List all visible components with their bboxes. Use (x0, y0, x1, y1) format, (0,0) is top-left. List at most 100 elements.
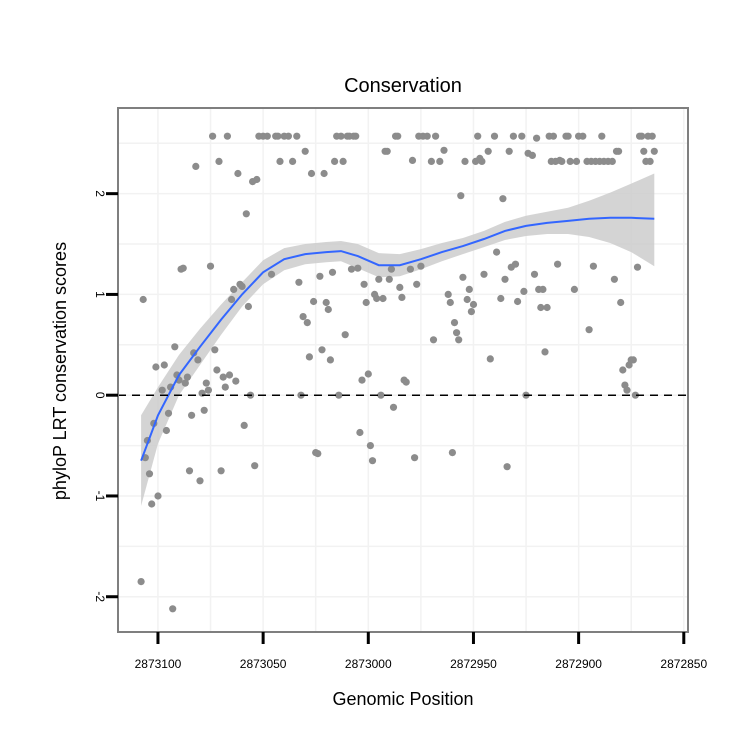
data-point (509, 132, 517, 140)
data-point (154, 492, 162, 500)
x-axis-label: Genomic Position (332, 689, 473, 709)
data-point (499, 195, 507, 203)
data-point (537, 303, 545, 312)
data-point (137, 578, 145, 586)
data-point (377, 391, 385, 399)
data-point (213, 366, 221, 374)
data-point (610, 275, 619, 283)
data-point (339, 157, 347, 165)
data-point (598, 132, 606, 140)
data-point (326, 356, 334, 364)
data-point (219, 373, 227, 381)
confidence-band (141, 173, 655, 506)
data-point (497, 294, 505, 303)
data-point (640, 147, 648, 155)
data-point (301, 147, 309, 155)
data-point (232, 377, 240, 385)
data-point (206, 262, 215, 270)
data-point (446, 298, 454, 307)
data-point (518, 132, 526, 140)
x-tick-label: 2873000 (345, 657, 392, 671)
data-point (215, 157, 223, 165)
data-point (455, 336, 463, 344)
data-point (145, 470, 154, 478)
data-point (310, 297, 318, 306)
data-point (183, 373, 191, 381)
data-point (406, 265, 414, 273)
data-point (465, 285, 473, 293)
data-point (394, 132, 402, 140)
data-point (307, 169, 316, 178)
data-point (453, 329, 461, 337)
data-point (228, 295, 236, 304)
y-tick-label: 2 (93, 190, 107, 197)
data-point (554, 260, 562, 268)
data-point (303, 319, 311, 327)
data-point (459, 273, 467, 281)
data-point (520, 287, 528, 295)
data-point (436, 157, 444, 165)
data-point (209, 132, 217, 140)
data-point (539, 285, 547, 293)
data-point (585, 326, 593, 334)
data-point (284, 132, 292, 140)
data-point (429, 336, 438, 344)
data-point (530, 270, 539, 278)
plot-area: 2873100 2873050 2873000 2872950 2872900 28728… (93, 107, 707, 671)
data-point (383, 147, 391, 155)
data-point (541, 348, 549, 356)
data-point (263, 132, 271, 140)
data-point (570, 285, 579, 293)
data-point (158, 386, 166, 394)
x-tick-label: 2872850 (660, 657, 707, 671)
data-point (503, 463, 511, 471)
data-point (423, 132, 431, 140)
data-point (375, 275, 383, 283)
data-point (501, 275, 509, 283)
data-point (650, 147, 658, 155)
data-point (478, 157, 486, 165)
data-point (511, 260, 520, 268)
data-point (387, 265, 395, 273)
data-point (251, 462, 259, 470)
data-point (234, 169, 242, 178)
data-point (444, 290, 452, 298)
data-point (242, 210, 250, 218)
data-point (289, 157, 297, 165)
data-point (589, 262, 598, 270)
data-point (385, 275, 393, 283)
data-point (486, 355, 494, 363)
data-point (356, 428, 364, 437)
data-point (204, 386, 212, 394)
data-point (230, 285, 238, 293)
data-point (543, 303, 551, 312)
data-point (267, 270, 276, 278)
data-point (148, 500, 156, 508)
data-point (337, 132, 345, 140)
panel-border (117, 107, 689, 633)
smooth-line (140, 216, 655, 462)
data-point (347, 265, 356, 273)
x-tick-label: 2872900 (555, 657, 602, 671)
data-point (305, 353, 313, 361)
data-point (528, 151, 537, 159)
data-point (324, 305, 332, 314)
data-point (457, 192, 465, 200)
data-point (244, 302, 252, 311)
data-point (352, 132, 360, 140)
data-point (566, 157, 574, 165)
data-point (221, 383, 229, 391)
data-point (408, 156, 417, 164)
data-point (185, 467, 194, 475)
data-point (253, 175, 261, 184)
data-point (160, 361, 168, 369)
data-point (192, 162, 200, 170)
data-point (469, 300, 478, 309)
y-tick-label: -1 (93, 491, 107, 502)
x-tick-label: 2872950 (450, 657, 497, 671)
data-point (448, 449, 456, 457)
data-point (217, 467, 225, 475)
data-point (633, 263, 642, 271)
data-point (608, 157, 616, 165)
